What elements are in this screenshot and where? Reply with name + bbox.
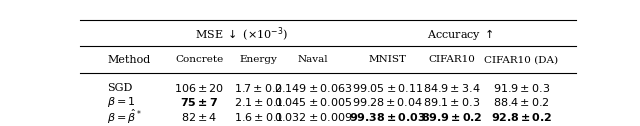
Text: CIFAR10 (DA): CIFAR10 (DA) (484, 55, 559, 64)
Text: Concrete: Concrete (175, 55, 223, 64)
Text: $\beta = \hat{\beta}^*$: $\beta = \hat{\beta}^*$ (108, 108, 142, 126)
Text: $\mathbf{99.38 \pm 0.03}$: $\mathbf{99.38 \pm 0.03}$ (349, 111, 426, 123)
Text: MNIST: MNIST (369, 55, 406, 64)
Text: $89.1 \pm 0.3$: $89.1 \pm 0.3$ (424, 96, 481, 108)
Text: $\mathbf{92.8 \pm 0.2}$: $\mathbf{92.8 \pm 0.2}$ (491, 111, 552, 123)
Text: $\mathbf{89.9 \pm 0.2}$: $\mathbf{89.9 \pm 0.2}$ (421, 111, 483, 123)
Text: CIFAR10: CIFAR10 (429, 55, 476, 64)
Text: $91.9 \pm 0.3$: $91.9 \pm 0.3$ (493, 82, 550, 94)
Text: $0.045 \pm 0.005$: $0.045 \pm 0.005$ (274, 96, 352, 108)
Text: $2.1 \pm 0.1$: $2.1 \pm 0.1$ (234, 96, 284, 108)
Text: $\mathbf{0.027 \pm 0.008}$: $\mathbf{0.027 \pm 0.008}$ (271, 125, 356, 126)
Text: $\mathbf{89.9 \pm 0.2}$: $\mathbf{89.9 \pm 0.2}$ (421, 125, 483, 126)
Text: Naval: Naval (298, 55, 328, 64)
Text: MSE $\downarrow$ ($\times$10$^{-3}$): MSE $\downarrow$ ($\times$10$^{-3}$) (195, 25, 288, 44)
Text: $99.32 \pm 0.05$: $99.32 \pm 0.05$ (352, 125, 423, 126)
Text: SGD: SGD (108, 83, 132, 93)
Text: $\mathbf{1.4 \pm 0.1}$: $\mathbf{1.4 \pm 0.1}$ (232, 125, 285, 126)
Text: $0.032 \pm 0.009$: $0.032 \pm 0.009$ (274, 111, 353, 123)
Text: $88.4 \pm 0.2$: $88.4 \pm 0.2$ (493, 96, 550, 108)
Text: $84.9 \pm 3.4$: $84.9 \pm 3.4$ (423, 82, 481, 94)
Text: $0.149 \pm 0.063$: $0.149 \pm 0.063$ (274, 82, 353, 94)
Text: Method: Method (108, 55, 150, 65)
Text: $82 \pm 4$: $82 \pm 4$ (181, 111, 217, 123)
Text: Accuracy $\uparrow$: Accuracy $\uparrow$ (428, 27, 494, 42)
Text: $76 \pm 8$: $76 \pm 8$ (181, 125, 217, 126)
Text: $\beta = 1$: $\beta = 1$ (108, 95, 136, 109)
Text: $\mathbf{75 \pm 7}$: $\mathbf{75 \pm 7}$ (180, 96, 218, 108)
Text: Energy: Energy (239, 55, 278, 64)
Text: $\mathbf{92.8 \pm 0.4}$: $\mathbf{92.8 \pm 0.4}$ (490, 125, 552, 126)
Text: $99.28 \pm 0.04$: $99.28 \pm 0.04$ (352, 96, 423, 108)
Text: $106 \pm 20$: $106 \pm 20$ (174, 82, 224, 94)
Text: $99.05 \pm 0.11$: $99.05 \pm 0.11$ (352, 82, 423, 94)
Text: $1.7 \pm 0.2$: $1.7 \pm 0.2$ (234, 82, 283, 94)
Text: $1.6 \pm 0.1$: $1.6 \pm 0.1$ (234, 111, 284, 123)
